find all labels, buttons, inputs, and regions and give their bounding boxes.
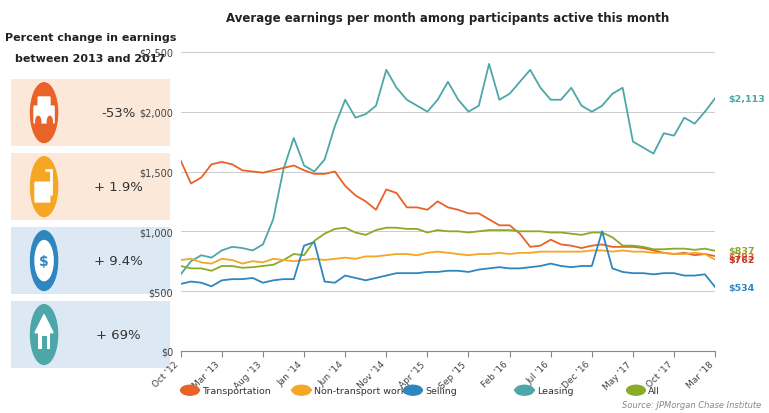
Circle shape: [31, 231, 58, 291]
Text: Non-transport work: Non-transport work: [314, 386, 406, 395]
FancyBboxPatch shape: [11, 301, 170, 368]
Text: Leasing: Leasing: [537, 386, 573, 395]
Text: + 9.4%: + 9.4%: [94, 254, 143, 268]
Circle shape: [48, 117, 52, 128]
Circle shape: [35, 241, 53, 281]
Text: -53%: -53%: [102, 107, 135, 120]
Text: $2,113: $2,113: [728, 95, 765, 103]
FancyBboxPatch shape: [11, 154, 170, 221]
Text: All: All: [648, 386, 660, 395]
Text: Percent change in earnings: Percent change in earnings: [5, 33, 176, 43]
Text: Transportation: Transportation: [202, 386, 271, 395]
FancyBboxPatch shape: [11, 227, 170, 294]
Circle shape: [31, 305, 58, 365]
Text: Selling: Selling: [425, 386, 457, 395]
FancyBboxPatch shape: [33, 106, 55, 124]
Circle shape: [31, 83, 58, 143]
Text: between 2013 and 2017: between 2013 and 2017: [15, 55, 165, 64]
Text: $534: $534: [728, 283, 755, 292]
Text: + 69%: + 69%: [96, 328, 141, 341]
Text: $762: $762: [728, 256, 755, 265]
Text: $: $: [39, 254, 49, 268]
Title: Average earnings per month among participants active this month: Average earnings per month among partici…: [226, 12, 670, 25]
Text: + 1.9%: + 1.9%: [94, 181, 143, 194]
FancyBboxPatch shape: [38, 97, 51, 112]
Text: $837: $837: [728, 247, 755, 256]
FancyBboxPatch shape: [11, 80, 170, 147]
Text: Source: JPMorgan Chase Institute: Source: JPMorgan Chase Institute: [622, 400, 761, 409]
FancyBboxPatch shape: [35, 182, 51, 203]
FancyBboxPatch shape: [38, 331, 50, 349]
Circle shape: [31, 157, 58, 217]
FancyBboxPatch shape: [42, 337, 47, 349]
Circle shape: [36, 117, 41, 128]
Text: $793: $793: [728, 252, 755, 261]
Polygon shape: [35, 315, 53, 333]
